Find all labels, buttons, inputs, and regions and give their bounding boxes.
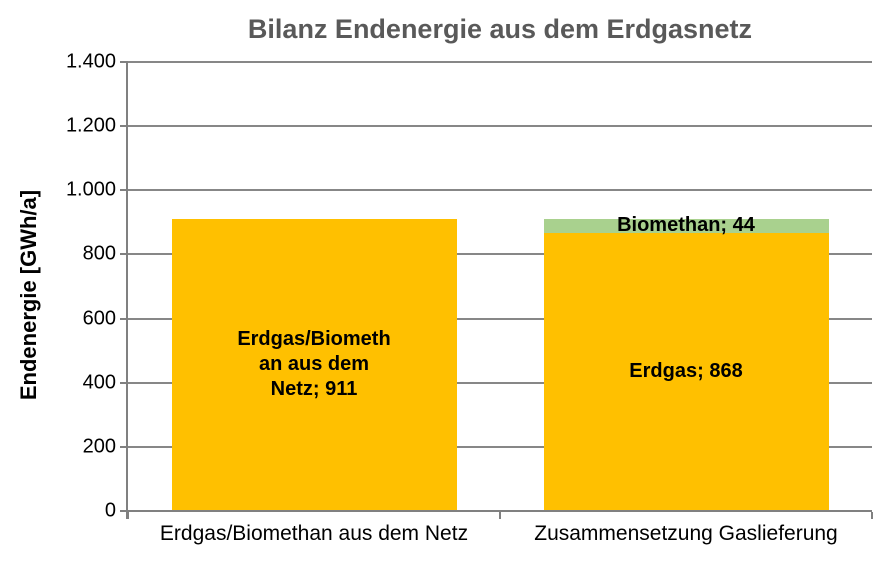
bar-segment-biomethan [543,218,829,233]
data-label: Erdgas/Biometh an aus dem Netz; 911 [172,219,457,511]
data-label: Biomethan; 44 [544,214,829,236]
y-axis-tick [120,381,128,384]
gridline [128,445,872,448]
y-axis-tick-label: 400 [82,371,116,394]
chart-title: Bilanz Endenergie aus dem Erdgasnetz [247,14,753,44]
data-label-line: Erdgas; 868 [629,360,743,383]
data-label: Erdgas; 868 [544,233,829,511]
y-axis-line [126,62,128,519]
data-label-line: Erdgas/Biometh [237,328,391,351]
x-axis-line [126,510,872,512]
x-axis-tick [871,512,873,519]
x-axis-category-label: Erdgas/Biomethan aus dem Netz [159,522,469,545]
gridline [128,317,872,320]
y-axis-tick [120,125,128,128]
x-axis-tick [127,512,129,519]
y-axis-tick [120,317,128,320]
x-axis-tick [499,512,501,519]
gridline [128,189,872,192]
data-label-line: Biomethan; 44 [617,214,755,237]
data-label-line: Netz; 911 [270,378,358,401]
y-axis-tick [120,189,128,192]
y-axis-title: Endenergie [GWh/a] [16,189,41,401]
gridline [128,125,872,128]
gridline [128,253,872,256]
y-axis-tick [120,510,128,512]
y-axis-tick [120,61,128,63]
y-axis-tick [120,253,128,256]
bar-segment-erdgas [543,232,829,511]
x-axis-category-label: Zusammensetzung Gaslieferung [534,522,838,545]
y-axis-tick-label: 0 [104,499,116,522]
y-axis-tick-label: 1.400 [65,50,116,73]
y-axis-tick [120,445,128,448]
y-axis-tick-label: 600 [82,307,116,330]
y-axis-tick-label: 200 [82,435,116,458]
data-label-line: an aus dem [258,353,370,376]
gridline [128,381,872,384]
gridline [128,61,872,63]
y-axis-tick-label: 1.000 [65,178,116,201]
bar-segment-erdgas-biomethan-aus-dem-netz [171,218,457,511]
y-axis-tick-label: 800 [82,242,116,265]
y-axis-tick-label: 1.200 [65,114,116,137]
